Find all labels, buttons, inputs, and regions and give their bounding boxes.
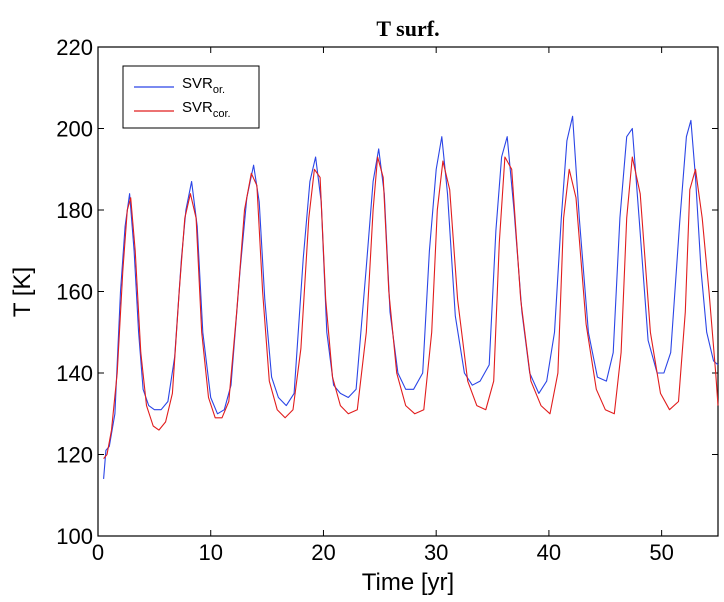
- y-tick-label: 120: [56, 443, 93, 468]
- x-tick-label: 30: [424, 540, 448, 565]
- x-tick-label: 20: [311, 540, 335, 565]
- series-layer: [103, 115, 719, 479]
- chart-title: T surf.: [376, 16, 439, 41]
- x-tick-label: 10: [198, 540, 222, 565]
- series-line-svr-cor: [103, 156, 719, 459]
- y-tick-label: 160: [56, 280, 93, 305]
- legend-label: SVRor.: [182, 75, 225, 96]
- y-tick-label: 180: [56, 198, 93, 223]
- legend-label-sub: cor.: [213, 108, 231, 120]
- legend-label-main: SVR: [182, 75, 213, 92]
- y-tick-label: 140: [56, 361, 93, 386]
- y-tick-label: 100: [56, 524, 93, 549]
- y-axis-label: T [K]: [9, 267, 36, 317]
- legend-box: [122, 65, 260, 129]
- y-tick-label: 220: [56, 35, 93, 60]
- y-tick-label: 200: [56, 117, 93, 142]
- x-tick-label: 40: [537, 540, 561, 565]
- x-axis-label: Time [yr]: [362, 569, 454, 596]
- legend: SVRor.SVRcor.: [122, 65, 260, 129]
- legend-label: SVRcor.: [182, 99, 231, 120]
- legend-label-sub: or.: [213, 84, 225, 96]
- y-axis: 100 120 140 160 180 200 220: [56, 35, 718, 549]
- x-tick-label: 0: [92, 540, 104, 565]
- x-axis: 0 10 20 30 40 50: [92, 47, 674, 565]
- legend-label-main: SVR: [182, 99, 213, 116]
- x-tick-label: 50: [649, 540, 673, 565]
